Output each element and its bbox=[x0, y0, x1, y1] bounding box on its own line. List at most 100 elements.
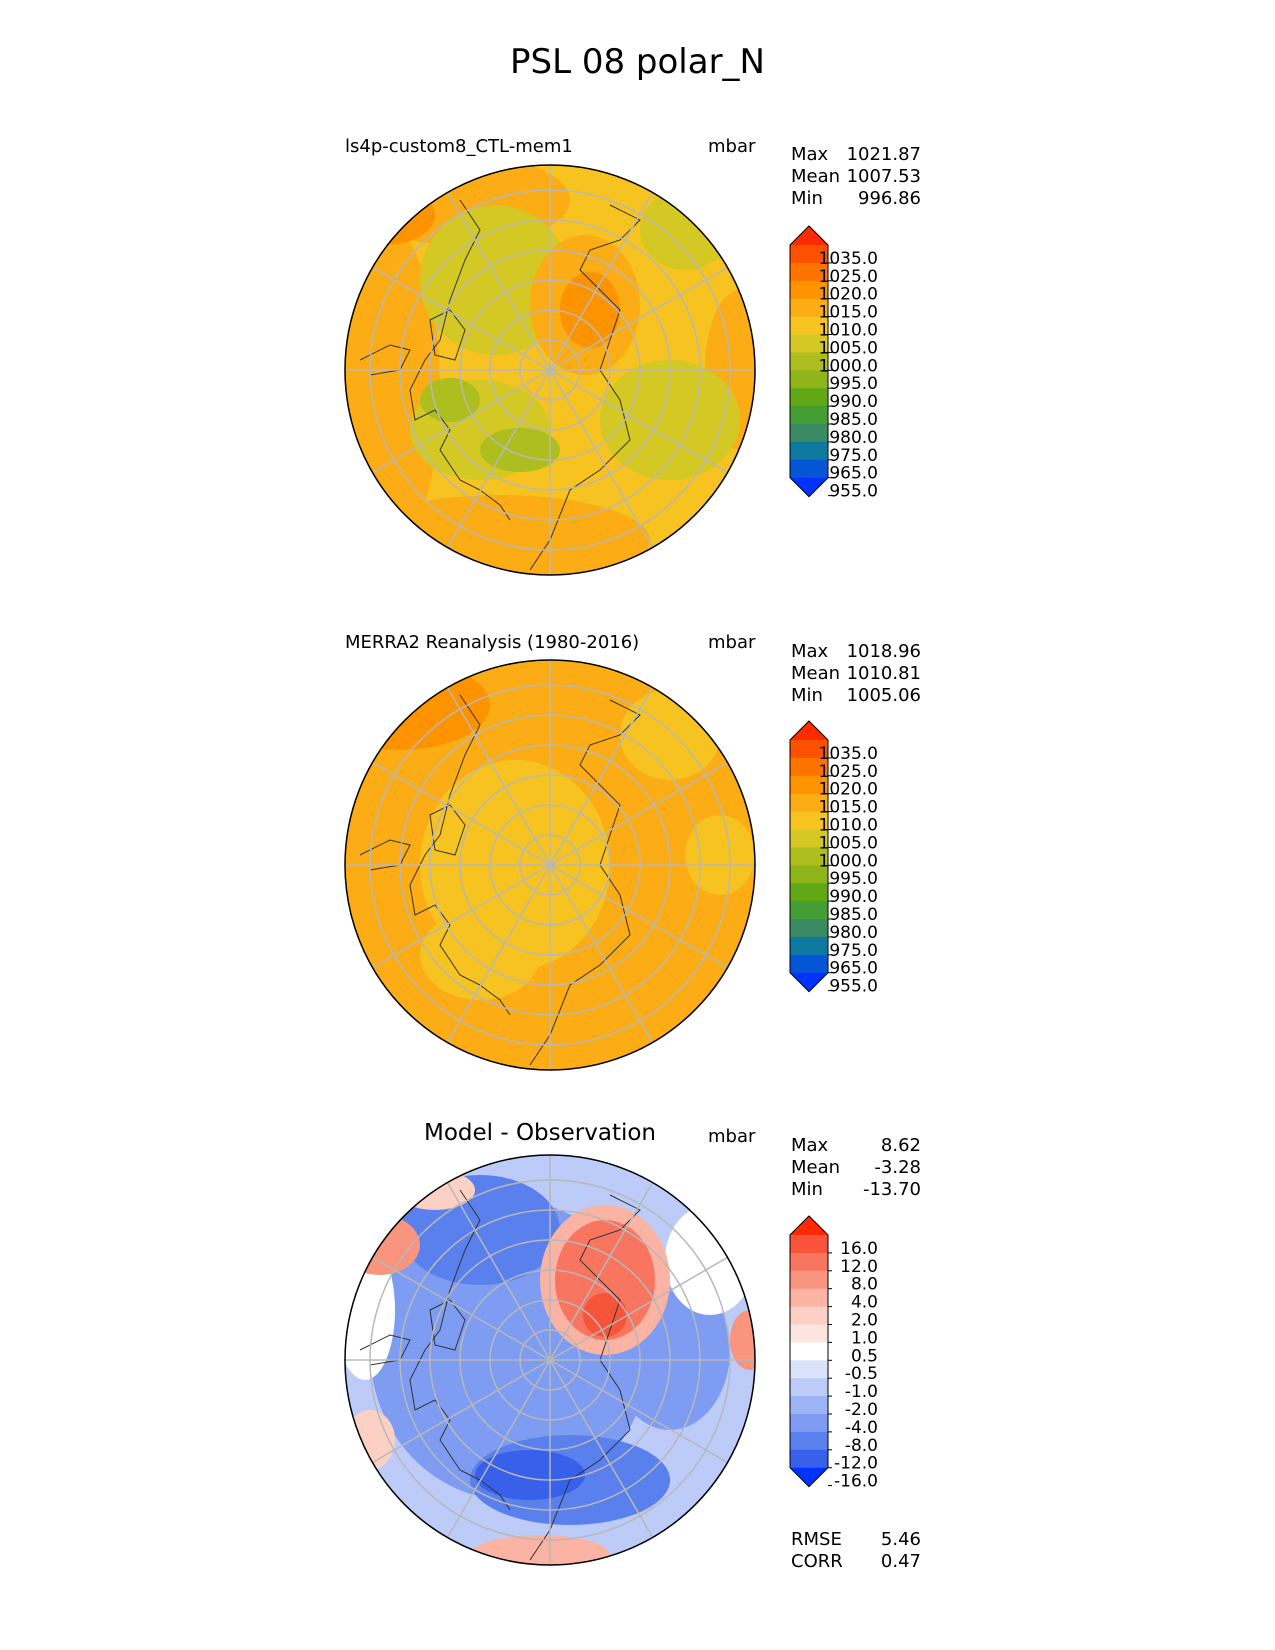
colorbar-tick-label: -16.0 bbox=[834, 1472, 878, 1492]
coastline bbox=[409, 694, 511, 1016]
colorbar-extend-min bbox=[790, 477, 828, 497]
stat-value: 996.86 bbox=[858, 188, 921, 209]
map-contour bbox=[470, 1535, 610, 1565]
coastline bbox=[429, 1299, 466, 1351]
colorbar-segment bbox=[790, 1306, 828, 1326]
map-contour bbox=[475, 1450, 585, 1500]
coastline bbox=[429, 309, 466, 361]
map-contour bbox=[583, 1293, 627, 1337]
panel-2-units: mbar bbox=[708, 632, 756, 653]
map-contour bbox=[620, 690, 720, 780]
colorbar-tick-label: 955.0 bbox=[829, 977, 878, 997]
stat-value: 1021.87 bbox=[846, 144, 921, 165]
panel-1-title: ls4p-custom8_CTL-mem1 bbox=[345, 136, 573, 157]
colorbar-tick-label: 985.0 bbox=[829, 410, 878, 430]
stat-label: Min bbox=[791, 685, 823, 706]
stat-label: Max bbox=[791, 144, 829, 165]
colorbar-segment bbox=[790, 1324, 828, 1343]
colorbar-tick-label: 1015.0 bbox=[819, 798, 878, 818]
panel-1-polar-map bbox=[344, 164, 756, 576]
map-contour bbox=[685, 815, 755, 895]
colorbar-segment bbox=[790, 298, 828, 318]
colorbar-tick-label: 1015.0 bbox=[819, 303, 878, 323]
metric-label: CORR bbox=[791, 1551, 843, 1572]
colorbar-segment bbox=[790, 829, 828, 848]
colorbar-segment bbox=[790, 1342, 828, 1361]
colorbar-segment bbox=[790, 316, 828, 336]
panel-1-stats: Max 1021.87 Mean 1007.53 Min 996.86 bbox=[791, 144, 921, 210]
map-contour bbox=[480, 428, 560, 472]
colorbar-segment bbox=[790, 936, 828, 956]
colorbar-tick-label: 1010.0 bbox=[819, 816, 878, 836]
stat-value: 1005.06 bbox=[846, 685, 921, 706]
map-contour bbox=[665, 1205, 755, 1315]
colorbar-segment bbox=[790, 1270, 828, 1290]
colorbar-tick-label: 975.0 bbox=[829, 941, 878, 961]
colorbar-segment bbox=[790, 406, 828, 425]
colorbar-tick-label: 12.0 bbox=[840, 1257, 878, 1277]
colorbar-tick-label: 1025.0 bbox=[819, 267, 878, 287]
colorbar-segment bbox=[790, 1449, 828, 1469]
colorbar-tick-label: 1035.0 bbox=[819, 744, 878, 764]
colorbar-tick-label: 1035.0 bbox=[819, 249, 878, 269]
colorbar-segment bbox=[790, 793, 828, 813]
colorbar-tick-label: 990.0 bbox=[829, 392, 878, 412]
colorbar-segment bbox=[790, 865, 828, 884]
graticule bbox=[345, 165, 755, 575]
stat-label: Min bbox=[791, 1179, 823, 1200]
colorbar-tick-label: 0.5 bbox=[851, 1346, 878, 1366]
stat-value: 1010.81 bbox=[846, 663, 921, 684]
colorbar-tick-label: 985.0 bbox=[829, 905, 878, 925]
map-boundary bbox=[344, 164, 756, 576]
colorbar-extend-max bbox=[790, 1216, 828, 1235]
colorbar-segment bbox=[790, 388, 828, 407]
colorbar-extend-min bbox=[790, 972, 828, 992]
figure-title: PSL 08 polar_N bbox=[510, 42, 765, 82]
coastline bbox=[529, 1194, 641, 1561]
panel-2-colorbar: 1035.01025.01020.01015.01010.01005.01000… bbox=[789, 720, 878, 997]
panel-1-colorbar: 1035.01025.01020.01015.01010.01005.01000… bbox=[789, 225, 878, 502]
colorbar-tick-label: 1010.0 bbox=[819, 321, 878, 341]
colorbar-tick-label: 4.0 bbox=[851, 1293, 878, 1313]
coastline bbox=[359, 1334, 411, 1366]
colorbar-tick-label: 16.0 bbox=[840, 1239, 878, 1259]
colorbar-segment bbox=[790, 775, 828, 795]
colorbar-extend-min bbox=[790, 1467, 828, 1487]
map-contour bbox=[400, 1175, 560, 1285]
coastline bbox=[359, 344, 411, 376]
colorbar-segment bbox=[790, 245, 828, 264]
colorbar-tick-label: 1020.0 bbox=[819, 285, 878, 305]
colorbar-segment bbox=[790, 280, 828, 300]
panel-3-units: mbar bbox=[708, 1126, 756, 1147]
panel-3-title: Model - Observation bbox=[423, 1120, 657, 1146]
coastline bbox=[359, 839, 411, 871]
panel-2-title: MERRA2 Reanalysis (1980-2016) bbox=[345, 632, 640, 653]
stat-label: Mean bbox=[791, 1157, 841, 1178]
colorbar-tick-label: 1025.0 bbox=[819, 762, 878, 782]
colorbar-segment bbox=[790, 1252, 828, 1272]
metric-label: RMSE bbox=[791, 1529, 842, 1550]
colorbar-segment bbox=[790, 352, 828, 371]
stat-value: 1007.53 bbox=[846, 166, 921, 187]
colorbar-tick-label: 1005.0 bbox=[819, 833, 878, 853]
map-contour bbox=[600, 360, 740, 480]
colorbar-segment bbox=[790, 883, 828, 902]
colorbar-segment bbox=[790, 370, 828, 389]
map-contour bbox=[345, 1410, 395, 1470]
coastline bbox=[529, 699, 641, 1066]
stat-label: Min bbox=[791, 188, 823, 209]
colorbar-segment bbox=[790, 1378, 828, 1397]
coastline bbox=[529, 204, 641, 571]
map-boundary bbox=[344, 1154, 756, 1566]
colorbar-tick-label: -0.5 bbox=[845, 1364, 878, 1384]
coastline bbox=[409, 199, 511, 521]
stat-label: Mean bbox=[791, 166, 841, 187]
colorbar-segment bbox=[790, 740, 828, 759]
panel-3-polar-map bbox=[344, 1154, 756, 1566]
stat-value: 1018.96 bbox=[846, 641, 921, 662]
colorbar-tick-label: 1005.0 bbox=[819, 338, 878, 358]
panel-2-polar-map bbox=[344, 659, 756, 1071]
colorbar-tick-label: -4.0 bbox=[845, 1418, 878, 1438]
colorbar-tick-label: 990.0 bbox=[829, 887, 878, 907]
coastline bbox=[409, 1189, 511, 1511]
